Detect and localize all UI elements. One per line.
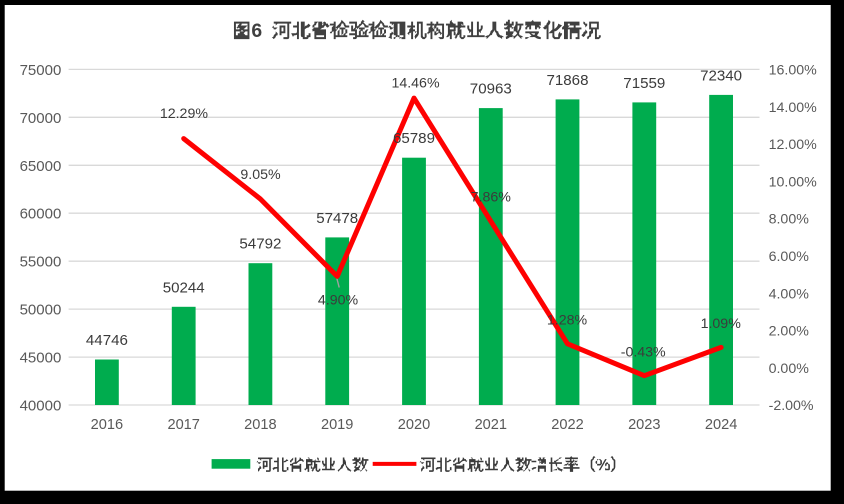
svg-text:72340: 72340 [700, 67, 742, 84]
svg-text:60000: 60000 [20, 206, 62, 223]
svg-text:2021: 2021 [475, 417, 507, 433]
svg-text:2017: 2017 [167, 417, 199, 433]
svg-text:12.29%: 12.29% [160, 106, 209, 122]
svg-text:50000: 50000 [20, 302, 62, 319]
svg-text:71868: 71868 [547, 72, 589, 89]
svg-text:10.00%: 10.00% [769, 174, 818, 190]
svg-text:57478: 57478 [316, 210, 358, 227]
svg-text:2018: 2018 [244, 417, 276, 433]
svg-text:75000: 75000 [20, 62, 62, 79]
svg-text:44746: 44746 [86, 332, 128, 349]
svg-text:2020: 2020 [398, 417, 430, 433]
svg-text:6: 6 [251, 20, 262, 42]
svg-text:-0.43%: -0.43% [621, 344, 666, 360]
svg-text:9.05%: 9.05% [240, 167, 281, 183]
svg-text:6.00%: 6.00% [769, 249, 810, 265]
svg-text:70963: 70963 [470, 81, 512, 98]
svg-text:2.00%: 2.00% [769, 324, 810, 340]
svg-text:8.00%: 8.00% [769, 212, 810, 228]
svg-text:50244: 50244 [163, 279, 205, 296]
svg-text:2023: 2023 [628, 417, 660, 433]
svg-text:7.86%: 7.86% [471, 189, 512, 205]
svg-text:54792: 54792 [239, 236, 281, 253]
svg-text:-2.00%: -2.00% [769, 398, 814, 414]
svg-text:14.00%: 14.00% [769, 100, 818, 116]
svg-text:55000: 55000 [20, 254, 62, 271]
svg-text:2022: 2022 [551, 417, 583, 433]
svg-text:65789: 65789 [393, 130, 435, 147]
svg-text:4.00%: 4.00% [769, 286, 810, 302]
svg-text:14.46%: 14.46% [391, 75, 440, 91]
svg-text:12.00%: 12.00% [769, 137, 818, 153]
svg-text:4.90%: 4.90% [318, 292, 359, 308]
svg-text:40000: 40000 [20, 398, 62, 415]
svg-text:71559: 71559 [623, 75, 665, 92]
svg-text:2024: 2024 [705, 417, 737, 433]
svg-text:45000: 45000 [20, 350, 62, 367]
svg-text:65000: 65000 [20, 158, 62, 175]
svg-text:0.00%: 0.00% [769, 361, 810, 377]
svg-text:2016: 2016 [91, 417, 123, 433]
svg-text:16.00%: 16.00% [769, 63, 818, 79]
svg-text:70000: 70000 [20, 110, 62, 127]
svg-text:1.09%: 1.09% [701, 316, 742, 332]
svg-text:2019: 2019 [321, 417, 353, 433]
svg-text:1.28%: 1.28% [547, 313, 588, 329]
